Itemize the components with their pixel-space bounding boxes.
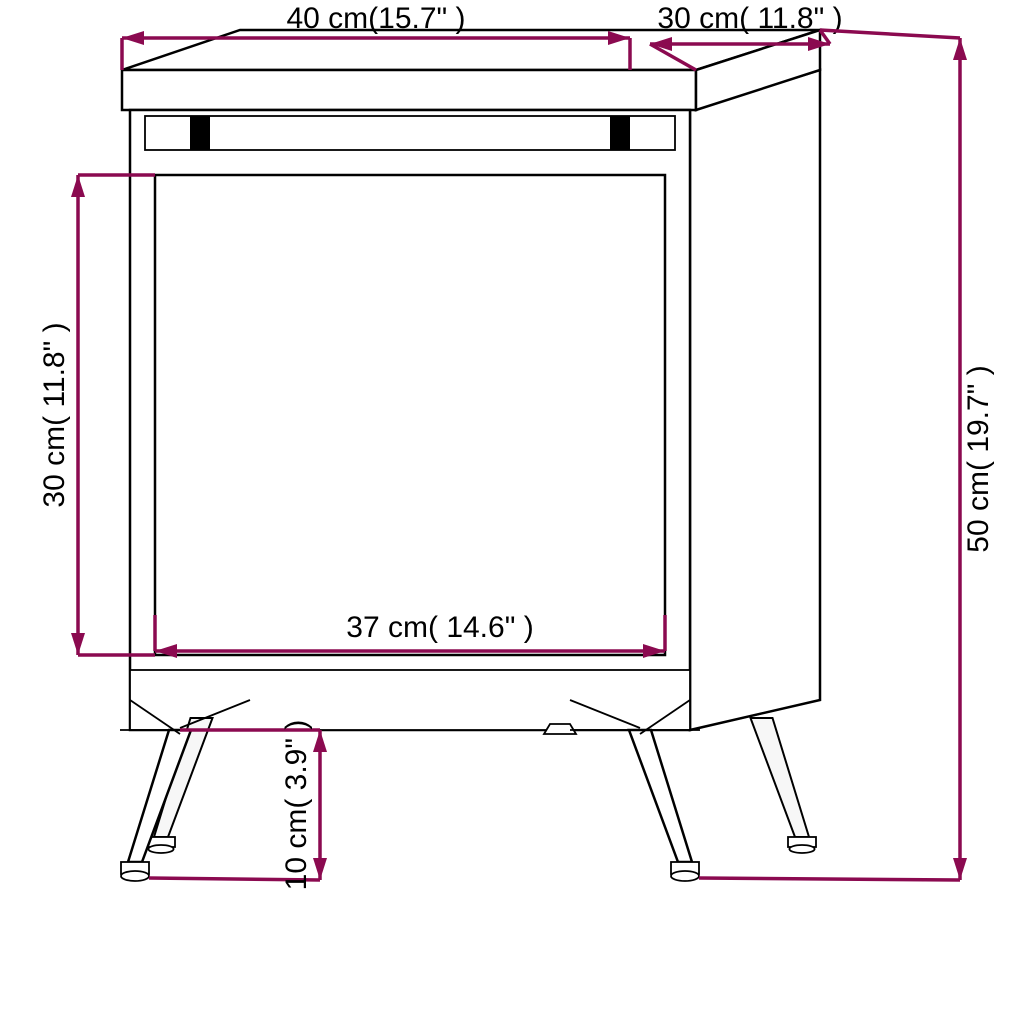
dim-door-height-label: 30 cm( 11.8" ) xyxy=(38,322,71,507)
dim-depth-label: 30 cm( 11.8" ) xyxy=(657,2,842,35)
dim-width-label: 40 cm(15.7" ) xyxy=(286,2,465,35)
dim-leg-height-label: 10 cm( 3.9" ) xyxy=(280,720,313,891)
dim-total-height-label: 50 cm( 19.7" ) xyxy=(962,365,995,552)
dim-door-width-label: 37 cm( 14.6" ) xyxy=(346,611,533,644)
